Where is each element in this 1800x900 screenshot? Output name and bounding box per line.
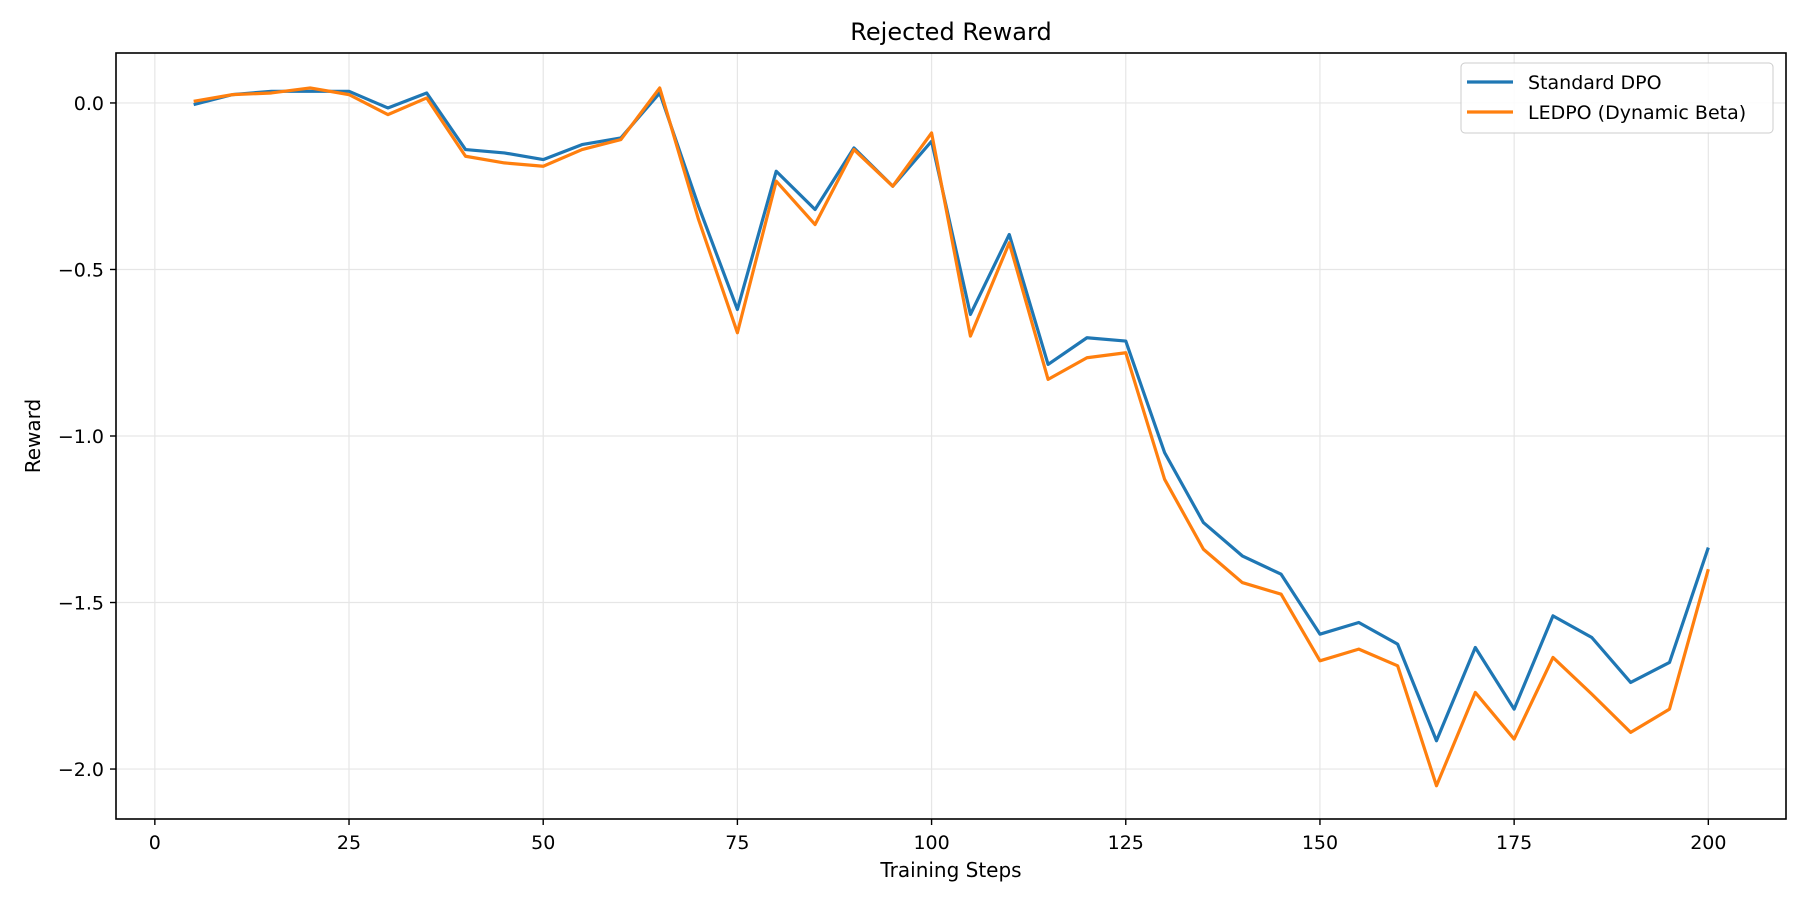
x-tick-label: 0	[149, 832, 161, 854]
legend-box	[1460, 62, 1774, 134]
y-tick-label: −0.5	[58, 259, 104, 281]
legend: Standard DPO LEDPO (Dynamic Beta)	[1460, 62, 1774, 134]
x-tick-label: 175	[1496, 832, 1532, 854]
y-axis-label: Reward	[21, 399, 45, 473]
axis-ticks: 0 25 50 75 100 125 150 175 200 0.0 −0.5 −1.0 −1.5 −2.…	[58, 93, 1727, 854]
x-axis-label: Training Steps	[879, 858, 1021, 882]
y-tick-label: −1.5	[58, 593, 104, 615]
series-line-ledpo	[193, 86, 1710, 788]
x-tick-label: 50	[531, 832, 555, 854]
legend-label-standard-dpo: Standard DPO	[1528, 72, 1662, 94]
x-tick-label: 150	[1302, 832, 1338, 854]
x-tick-label: 125	[1108, 832, 1144, 854]
x-tick-label: 75	[725, 832, 749, 854]
series-lines	[193, 86, 1710, 788]
x-tick-label: 25	[337, 832, 361, 854]
y-tick-label: −1.0	[58, 426, 104, 448]
chart-title: Rejected Reward	[850, 18, 1051, 46]
x-tick-label: 200	[1690, 832, 1726, 854]
x-tick-label: 100	[913, 832, 949, 854]
legend-label-ledpo: LEDPO (Dynamic Beta)	[1528, 102, 1746, 124]
y-tick-label: 0.0	[74, 93, 104, 115]
y-tick-label: −2.0	[58, 759, 104, 781]
